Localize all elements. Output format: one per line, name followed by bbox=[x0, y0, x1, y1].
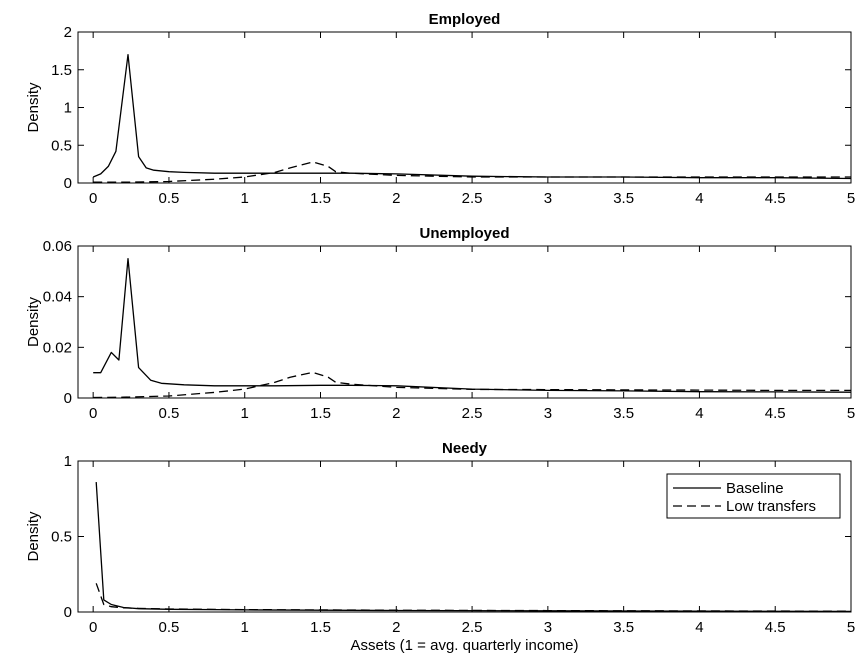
y-tick-label: 0 bbox=[64, 390, 72, 407]
chart-title: Employed bbox=[429, 11, 501, 28]
x-tick-label: 0 bbox=[89, 190, 97, 207]
x-tick-label: 1.5 bbox=[310, 619, 331, 636]
y-tick-label: 1 bbox=[64, 100, 72, 117]
x-tick-label: 0.5 bbox=[159, 405, 180, 422]
y-tick-label: 0.5 bbox=[51, 529, 72, 546]
x-tick-label: 1 bbox=[241, 405, 249, 422]
y-tick-label: 0 bbox=[64, 175, 72, 192]
chart-title: Unemployed bbox=[419, 225, 509, 242]
x-tick-label: 4.5 bbox=[765, 190, 786, 207]
plot-area-frame bbox=[78, 246, 851, 398]
x-tick-label: 0 bbox=[89, 619, 97, 636]
x-tick-label: 5 bbox=[847, 619, 855, 636]
x-tick-label: 2 bbox=[392, 190, 400, 207]
y-axis-label: Density bbox=[25, 511, 42, 562]
x-tick-label: 0.5 bbox=[159, 619, 180, 636]
chart-panel-unemployed: Unemployed 0 0.5 1 1.5 2 2.5 3 3.5 4 4.5 5 0 0.02 0.04… bbox=[25, 225, 855, 422]
x-tick-label: 2 bbox=[392, 405, 400, 422]
x-tick-label: 1.5 bbox=[310, 405, 331, 422]
chart-panel-needy: Needy 0 0.5 1 1.5 2 2.5 3 3.5 4 4.5 5 0 0.5 1 Density As… bbox=[25, 440, 855, 654]
x-tick-label: 3.5 bbox=[613, 190, 634, 207]
x-tick-label: 0 bbox=[89, 405, 97, 422]
x-tick-label: 4 bbox=[695, 619, 703, 636]
x-tick-label: 2.5 bbox=[462, 190, 483, 207]
x-tick-label: 2.5 bbox=[462, 619, 483, 636]
x-tick-label: 3 bbox=[544, 619, 552, 636]
x-axis-label: Assets (1 = avg. quarterly income) bbox=[350, 637, 578, 654]
y-tick-label: 0.02 bbox=[43, 339, 72, 356]
x-tick-label: 2 bbox=[392, 619, 400, 636]
y-tick-label: 0.04 bbox=[43, 289, 72, 306]
x-tick-label: 3 bbox=[544, 190, 552, 207]
x-tick-label: 3.5 bbox=[613, 405, 634, 422]
x-tick-label: 1 bbox=[241, 619, 249, 636]
x-tick-label: 0.5 bbox=[159, 190, 180, 207]
x-tick-label: 4.5 bbox=[765, 619, 786, 636]
chart-panel-employed: Employed 0 0.5 1 1.5 2 2.5 3 3.5 4 4.5 5 0 0.5 1 1.5 2 De… bbox=[25, 11, 855, 207]
x-tick-label: 1.5 bbox=[310, 190, 331, 207]
x-tick-label: 4 bbox=[695, 190, 703, 207]
legend-label: Low transfers bbox=[726, 498, 816, 515]
y-tick-label: 2 bbox=[64, 24, 72, 41]
legend-label: Baseline bbox=[726, 480, 784, 497]
x-tick-label: 3.5 bbox=[613, 619, 634, 636]
y-tick-label: 0 bbox=[64, 604, 72, 621]
x-tick-label: 5 bbox=[847, 190, 855, 207]
x-tick-label: 5 bbox=[847, 405, 855, 422]
y-tick-label: 1 bbox=[64, 453, 72, 470]
x-tick-label: 1 bbox=[241, 190, 249, 207]
chart-title: Needy bbox=[442, 440, 488, 457]
y-axis-label: Density bbox=[25, 296, 42, 347]
y-tick-label: 0.06 bbox=[43, 238, 72, 255]
x-tick-label: 2.5 bbox=[462, 405, 483, 422]
y-tick-label: 0.5 bbox=[51, 137, 72, 154]
x-tick-label: 4.5 bbox=[765, 405, 786, 422]
x-tick-label: 3 bbox=[544, 405, 552, 422]
y-axis-label: Density bbox=[25, 82, 42, 133]
y-tick-label: 1.5 bbox=[51, 62, 72, 79]
plot-area-frame bbox=[78, 32, 851, 183]
x-tick-label: 4 bbox=[695, 405, 703, 422]
